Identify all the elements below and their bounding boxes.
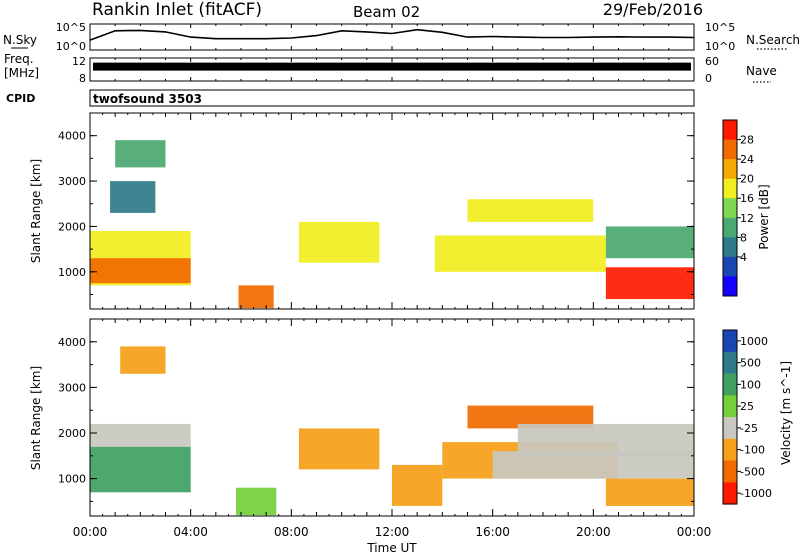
nsky-label: N.Sky	[3, 33, 37, 47]
range-tick-label: 3000	[58, 175, 86, 188]
time-tick-label: 12:00	[375, 525, 410, 539]
colorbar-swatch	[723, 217, 737, 238]
range-tick-label: 2000	[58, 220, 86, 233]
echo-region	[467, 199, 594, 222]
colorbar-tick-label: -1000	[740, 487, 772, 500]
colorbar-frame	[722, 119, 738, 297]
time-tick-label: 00:00	[677, 525, 712, 539]
time-tick-label: 20:00	[576, 525, 611, 539]
range-tick-label: 1000	[58, 473, 86, 486]
station-title: Rankin Inlet (fitACF)	[92, 0, 262, 20]
noise-panel: 10^5 10^0 10^5 10^0	[56, 21, 735, 53]
nave-label: Nave	[746, 64, 777, 78]
echo-region	[392, 464, 443, 506]
range-tick-label: 4000	[58, 130, 86, 143]
echo-region	[120, 346, 166, 374]
echo-region	[298, 428, 380, 470]
colorbar-tick-label: 500	[740, 357, 761, 370]
colorbar-swatch	[723, 276, 737, 297]
frequency-panel: 12 8 60 0	[72, 55, 719, 85]
velocity-ylabel: Slant Range [km]	[29, 366, 43, 470]
colorbar-swatch	[723, 373, 737, 396]
noise-left-tick-top: 10^5	[56, 21, 86, 34]
colorbar-swatch	[723, 198, 737, 219]
colorbar-tick-label: -100	[740, 444, 765, 457]
power-panel: 1000 2000 3000 4000 Slant Range [km]	[29, 112, 695, 310]
colorbar-swatch	[723, 438, 737, 462]
colorbar-tick-label: -500	[740, 465, 765, 478]
echo-region	[467, 405, 594, 429]
cpid-name: twofsound 3503	[93, 92, 202, 106]
frequency-band	[93, 62, 691, 71]
echo-region	[605, 226, 694, 259]
echo-region	[298, 221, 380, 263]
colorbar-tick-label: -25	[740, 422, 758, 435]
echo-region	[238, 285, 274, 309]
power-colorbar-label: Power [dB]	[757, 184, 771, 249]
echo-region	[434, 235, 606, 272]
colorbar-frame	[722, 329, 738, 505]
noise-right-tick-top: 10^5	[705, 21, 735, 34]
colorbar-tick-label: 100	[740, 378, 761, 391]
colorbar-tick-label: 1000	[740, 335, 768, 348]
time-tick-label: 00:00	[73, 525, 108, 539]
echo-region	[605, 478, 694, 506]
freq-left-tick-bottom: 8	[79, 72, 86, 85]
colorbar-swatch	[723, 237, 737, 258]
noise-trace	[89, 28, 695, 41]
noise-right-tick-bottom: 10^0	[705, 40, 735, 53]
colorbar-tick-label: 8	[740, 231, 747, 244]
range-tick-label: 1000	[58, 266, 86, 279]
beam-title: Beam 02	[353, 3, 420, 21]
colorbar-tick-label: 28	[740, 134, 754, 147]
colorbar-swatch	[723, 460, 737, 483]
colorbar-tick-label: 24	[740, 153, 754, 166]
range-tick-label: 3000	[58, 381, 86, 394]
colorbar-swatch	[723, 482, 737, 505]
echo-region	[90, 446, 191, 493]
colorbar-tick-label: 4	[740, 251, 747, 264]
velocity-panel: 1000 2000 3000 4000 00:00 04:00 08:00 12:00 16:0…	[29, 318, 712, 554]
echo-region	[90, 258, 191, 284]
freq-label-line1: Freq.	[4, 52, 34, 66]
colorbar-swatch	[723, 395, 737, 418]
velocity-colorbar-label: Velocity [m s^-1]	[779, 361, 793, 465]
colorbar-swatch	[723, 139, 737, 160]
power-ylabel: Slant Range [km]	[29, 159, 43, 263]
time-tick-label: 04:00	[173, 525, 208, 539]
echo-region	[90, 423, 191, 447]
colorbar-swatch	[723, 256, 737, 277]
colorbar-swatch	[723, 120, 737, 141]
freq-left-tick-top: 12	[72, 55, 86, 68]
nave-right-tick-top: 60	[705, 55, 719, 68]
colorbar-tick-label: 25	[740, 400, 754, 413]
nsearch-label: N.Search	[746, 33, 800, 47]
colorbar-swatch	[723, 417, 737, 440]
cpid-strip	[89, 89, 695, 107]
colorbar-tick-label: 20	[740, 173, 754, 186]
time-axis-label: Time UT	[366, 541, 417, 554]
power-colorbar: 28 24 20 16 12 8 4 Power [dB]	[722, 119, 771, 297]
nave-right-tick-bottom: 0	[705, 72, 712, 85]
colorbar-swatch	[723, 351, 737, 375]
echo-region	[115, 140, 166, 168]
range-tick-label: 2000	[58, 427, 86, 440]
noise-left-tick-bottom: 10^0	[56, 40, 86, 53]
cpid-label: CPID	[6, 92, 35, 105]
echo-region	[236, 487, 277, 516]
time-tick-label: 08:00	[274, 525, 309, 539]
echo-region	[605, 267, 694, 300]
date-title: 29/Feb/2016	[603, 0, 703, 19]
colorbar-swatch	[723, 159, 737, 180]
range-tick-label: 4000	[58, 336, 86, 349]
velocity-colorbar: 1000 500 100 25 -25 -100 -500 -1000 Velocity [m…	[722, 329, 793, 505]
colorbar-tick-label: 16	[740, 192, 754, 205]
colorbar-tick-label: 12	[740, 212, 754, 225]
echo-region	[517, 423, 694, 456]
colorbar-swatch	[723, 178, 737, 199]
echo-region	[110, 181, 156, 213]
time-tick-label: 16:00	[475, 525, 510, 539]
freq-label-line2: [MHz]	[4, 66, 39, 80]
colorbar-swatch	[723, 330, 737, 353]
